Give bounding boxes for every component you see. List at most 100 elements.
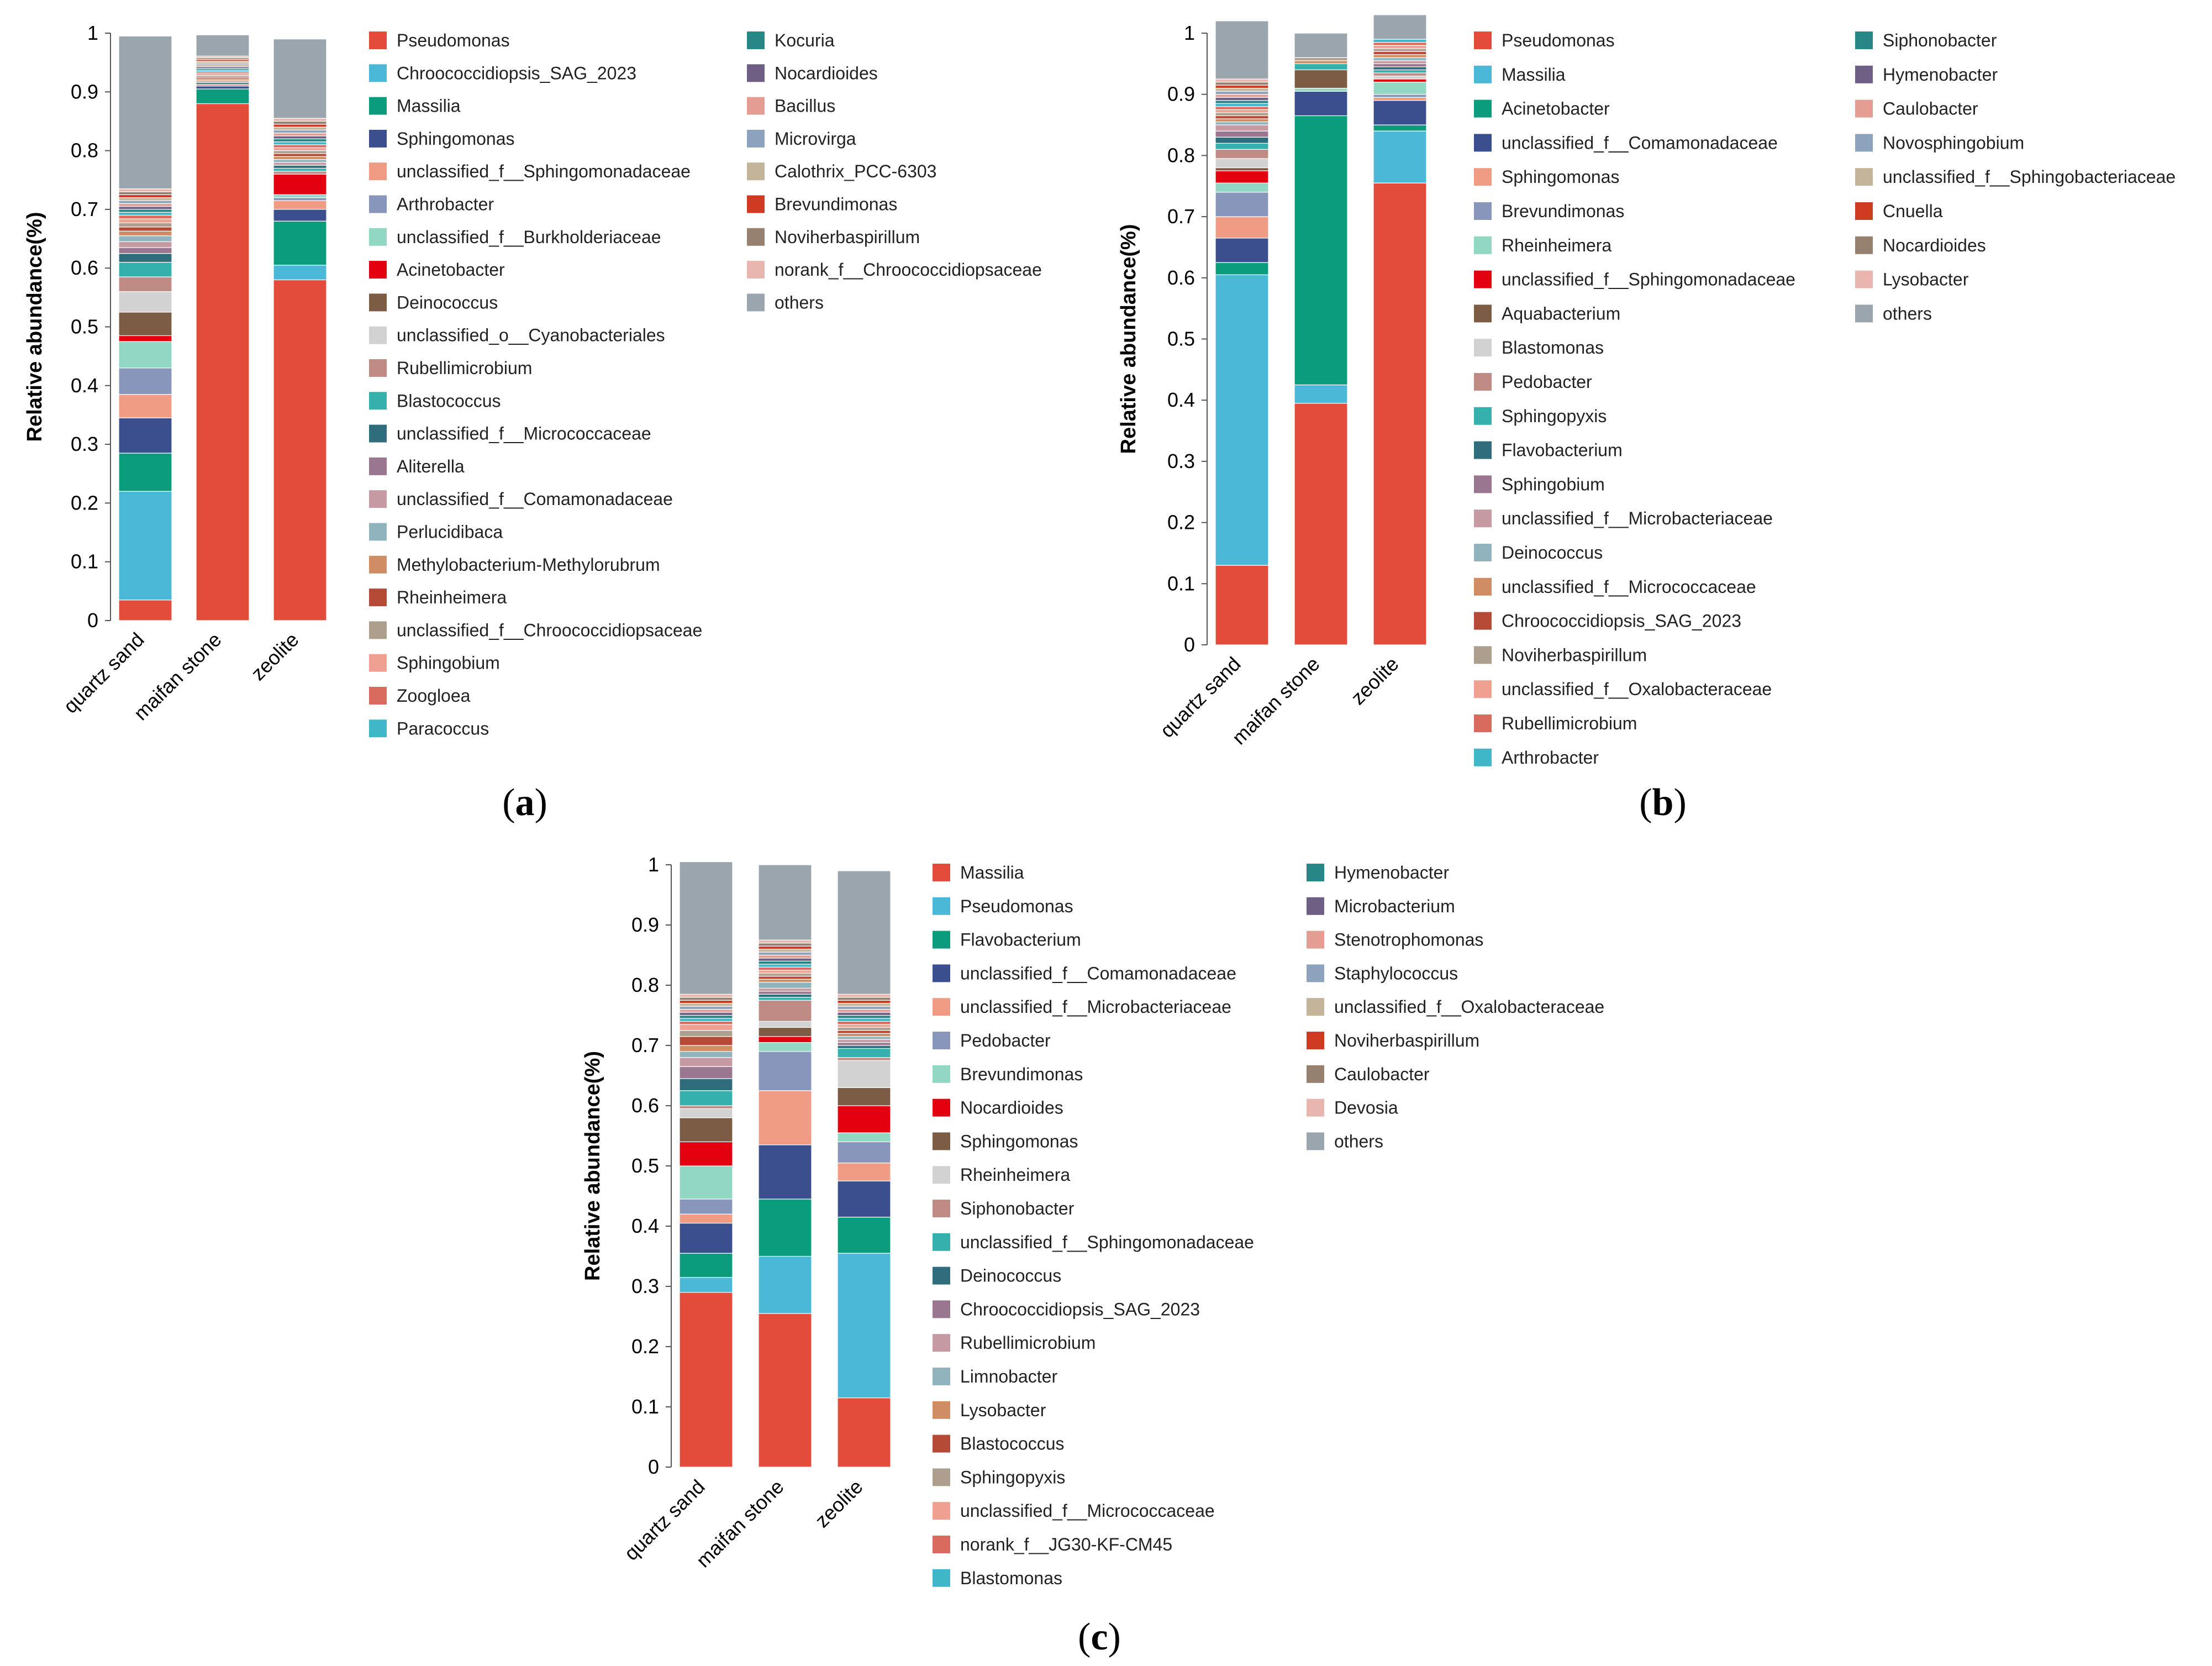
bar-segment [758,945,812,950]
bar-segment [273,118,327,122]
x-tick-label: zeolite [1346,653,1403,710]
legend-label: Sphingomonas [960,1131,1078,1151]
legend-label: Perlucidibaca [397,522,503,542]
bar-segment [1215,94,1269,98]
bar-segment [1294,69,1348,89]
bar-segment [118,491,172,601]
x-tick-label: zeolite [810,1475,867,1532]
legend-label: unclassified_f__Oxalobacteraceae [1502,679,1772,699]
bar-segment [679,861,733,995]
bar-segment [273,209,327,222]
legend-label: Sphingobium [397,653,500,673]
legend-swatch [933,1132,950,1150]
bar-segment [118,341,172,369]
bar-segment [118,600,172,621]
legend-label: unclassified_f__Micrococcaceae [397,424,651,444]
legend-swatch [369,162,387,181]
bar-segment [118,235,172,242]
y-tick-label: 0 [648,1455,659,1478]
legend-swatch [747,97,765,115]
legend-label: Siphonobacter [1883,30,1997,50]
bar-segment [273,39,327,119]
legend-swatch [369,326,387,344]
legend-swatch [747,64,765,82]
y-tick-label: 1 [87,22,98,44]
legend-swatch [369,555,387,574]
legend-label: Rubellimicrobium [960,1333,1096,1353]
bar-segment [758,997,812,1001]
bar-segment [679,1008,733,1013]
legend-label: unclassified_f__Comamonadaceae [960,963,1236,983]
bar-segment [758,1051,812,1091]
bar-segment [758,987,812,992]
bar-segment [837,1030,891,1034]
bar-segment [837,1042,891,1046]
bar-segment [118,214,172,219]
y-tick-label: 0.7 [1167,205,1195,228]
legend-swatch [1855,31,1873,49]
y-tick-label: 0.8 [71,139,98,162]
bar-segment [758,864,812,940]
bar-segment [1215,182,1269,193]
y-tick-label: 0.9 [71,80,98,103]
y-tick-label: 0.9 [1167,83,1195,106]
bar-segment [273,162,327,166]
bar-segment [1215,118,1269,123]
bar-segment [679,1165,733,1200]
legend-label: Brevundimonas [775,195,897,214]
bar-segment [1215,136,1269,144]
bar-segment [679,1105,733,1110]
caption-close-paren: ) [1673,781,1686,824]
bar-segment [758,994,812,998]
bar-segment [1215,85,1269,89]
y-tick-label: 0.6 [631,1094,659,1117]
legend-swatch [1474,339,1492,357]
bar-segment [679,1253,733,1278]
bar-segment [758,1000,812,1022]
bar-segment [679,1015,733,1019]
legend-label: Brevundimonas [1502,201,1624,221]
legend-label: Staphylococcus [1334,963,1458,983]
bar-segment [837,1141,891,1164]
bar-segment [758,1199,812,1257]
legend-label: Flavobacterium [960,930,1081,950]
legend-swatch [369,523,387,541]
bar-segment [1373,39,1427,43]
bar-segment [118,203,172,207]
legend-label: Blastomonas [960,1568,1062,1588]
legend-label: Noviherbaspirillum [1502,645,1647,665]
bar-segment [118,230,172,237]
y-tick-label: 0.3 [1167,450,1195,472]
bar-segment [837,1162,891,1181]
legend-swatch [1474,99,1492,118]
bar-segment [679,1006,733,1010]
legend-label: Pseudomonas [960,896,1073,916]
bar-segment [273,265,327,281]
legend-label: unclassified_f__Microbacteriaceae [1502,508,1773,528]
y-tick-label: 0.2 [1167,511,1195,534]
legend-label: Arthrobacter [397,195,494,214]
bar-segment [273,174,327,195]
bar-segment [273,153,327,157]
y-axis-label: Relative abundance(%) [23,212,46,442]
legend-swatch [369,687,387,705]
bar-segment [837,997,891,1001]
legend-swatch [369,97,387,115]
panel-c-chart: 0 0.1 0.2 0.3 0.4 0.5 0.6 0.7 0.8 0.9 1 Relative ab… [581,853,1604,1658]
bar-segment [1373,48,1427,52]
bar-segment [1215,112,1269,117]
legend-label: unclassified_f__Comamonadaceae [397,489,673,509]
legend-label: Nocardioides [775,63,878,83]
bar-segment [1215,88,1269,92]
legend-label: Microvirga [775,129,856,149]
bar-segment [1373,97,1427,101]
bar-segment [837,1217,891,1254]
legend-swatch [1855,270,1873,288]
bar-segment [758,1144,812,1200]
bar-segment [1215,143,1269,150]
legend-label: unclassified_f__Sphingomonadaceae [397,161,691,181]
bar-segment [1215,192,1269,217]
bar-segment [1215,91,1269,95]
bar-segment [679,1141,733,1166]
